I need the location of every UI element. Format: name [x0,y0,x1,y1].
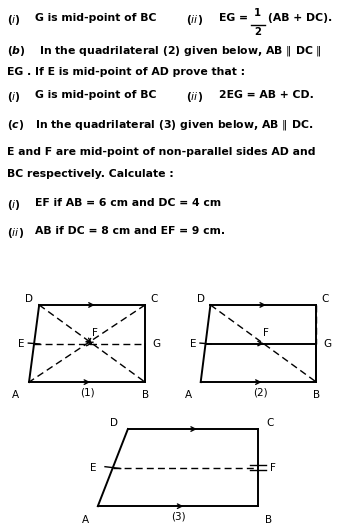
Text: ($\it{i}$): ($\it{i}$) [7,90,21,103]
Text: ($\it{i}$): ($\it{i}$) [7,198,21,212]
Text: F: F [263,328,269,338]
Text: BC respectively. Calculate :: BC respectively. Calculate : [7,169,174,180]
Text: B: B [313,390,320,400]
Text: In the quadrilateral (2) given below, AB $\|$ DC $\|$: In the quadrilateral (2) given below, AB… [39,44,321,58]
Text: 2EG = AB + CD.: 2EG = AB + CD. [219,90,314,100]
Text: ($\it{i}$): ($\it{i}$) [7,13,21,26]
Text: E: E [18,338,24,348]
Text: B: B [265,515,272,525]
Text: C: C [321,294,329,304]
Text: 2: 2 [254,27,261,37]
Text: F: F [92,328,98,338]
Text: B: B [142,390,149,400]
Text: EG . If E is mid-point of AD prove that :: EG . If E is mid-point of AD prove that … [7,67,245,77]
Text: G: G [324,338,332,348]
Text: EF if AB = 6 cm and DC = 4 cm: EF if AB = 6 cm and DC = 4 cm [35,198,221,208]
Text: (1): (1) [80,388,95,398]
Text: (2): (2) [253,388,268,398]
Text: G is mid-point of BC: G is mid-point of BC [35,90,156,100]
Text: A: A [12,390,19,400]
Text: E: E [190,338,196,348]
Text: D: D [110,418,118,428]
Text: G is mid-point of BC: G is mid-point of BC [35,13,156,23]
Text: ($\bfit{c}$): ($\bfit{c}$) [7,118,24,132]
Text: (AB + DC).: (AB + DC). [268,13,332,23]
Text: E: E [90,463,97,473]
Text: ($\it{ii}$): ($\it{ii}$) [186,13,203,26]
Text: F: F [270,463,276,473]
Text: D: D [197,294,205,304]
Text: ($\it{ii}$): ($\it{ii}$) [186,90,203,103]
Text: C: C [267,418,274,428]
Text: A: A [82,515,89,525]
Text: ($\it{ii}$): ($\it{ii}$) [7,227,24,240]
Text: (3): (3) [171,512,185,522]
Text: 1: 1 [254,8,261,18]
Text: A: A [184,390,192,400]
Text: D: D [25,294,33,304]
Text: EG =: EG = [219,13,248,23]
Text: G: G [153,338,161,348]
Text: C: C [150,294,158,304]
Text: E and F are mid-point of non-parallel sides AD and: E and F are mid-point of non-parallel si… [7,147,315,157]
Text: AB if DC = 8 cm and EF = 9 cm.: AB if DC = 8 cm and EF = 9 cm. [35,227,225,237]
Text: In the quadrilateral (3) given below, AB $\|$ DC.: In the quadrilateral (3) given below, AB… [35,118,313,132]
Text: ($\bfit{b}$): ($\bfit{b}$) [7,44,26,58]
